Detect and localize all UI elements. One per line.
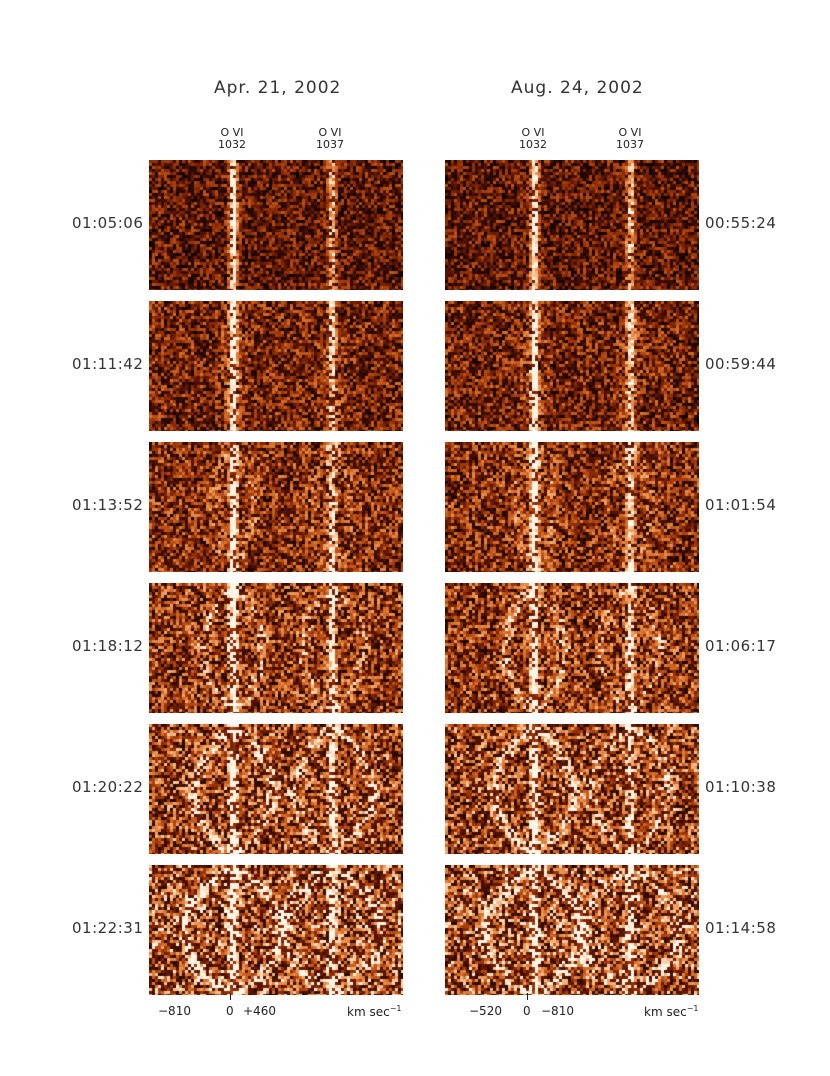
line-wavelength: 1037 <box>616 138 644 151</box>
axis-tick <box>527 993 528 1000</box>
left-line-label-1037: O VI 1037 <box>305 127 355 151</box>
spectrum-image <box>149 301 403 431</box>
spectrum-image <box>149 865 403 995</box>
time-label: 01:10:38 <box>705 778 777 796</box>
axis-tick-label: −810 <box>541 1004 574 1018</box>
time-label: 01:18:12 <box>72 637 144 655</box>
spectrum-image <box>445 160 699 290</box>
axis-unit-text: km sec <box>347 1005 390 1019</box>
axis-unit-text: km sec <box>644 1005 687 1019</box>
spectrum-image <box>149 442 403 572</box>
axis-unit: km sec−1 <box>644 1004 698 1019</box>
spectrum-image <box>149 160 403 290</box>
spectrum-panel <box>445 160 699 290</box>
left-column-title: Apr. 21, 2002 <box>214 78 342 98</box>
time-label: 01:05:06 <box>72 214 144 232</box>
time-label: 00:55:24 <box>705 214 777 232</box>
line-ion: O VI <box>318 126 342 139</box>
line-wavelength: 1032 <box>218 138 246 151</box>
line-ion: O VI <box>521 126 545 139</box>
time-label: 01:13:52 <box>72 496 144 514</box>
spectrum-panel <box>149 865 403 995</box>
right-line-label-1037: O VI 1037 <box>605 127 655 151</box>
axis-tick-label: 0 <box>523 1004 531 1018</box>
time-label: 01:01:54 <box>705 496 777 514</box>
spectrum-image <box>445 442 699 572</box>
axis-unit: km sec−1 <box>347 1004 401 1019</box>
spectrum-image <box>149 583 403 713</box>
spectrum-image <box>445 724 699 854</box>
line-ion: O VI <box>618 126 642 139</box>
time-label: 00:59:44 <box>705 355 777 373</box>
spectrum-image <box>445 301 699 431</box>
spectrum-panel <box>445 583 699 713</box>
spectrum-panel <box>445 724 699 854</box>
line-wavelength: 1032 <box>519 138 547 151</box>
spectrum-image <box>445 583 699 713</box>
spectrum-panel <box>445 301 699 431</box>
axis-tick-label: −810 <box>158 1004 191 1018</box>
spectrum-panel <box>149 442 403 572</box>
right-line-label-1032: O VI 1032 <box>508 127 558 151</box>
time-label: 01:06:17 <box>705 637 777 655</box>
axis-tick-label: +460 <box>243 1004 276 1018</box>
line-ion: O VI <box>220 126 244 139</box>
axis-tick-label: 0 <box>226 1004 234 1018</box>
axis-tick <box>230 993 231 1000</box>
spectrum-image <box>149 724 403 854</box>
spectrum-panel <box>445 442 699 572</box>
line-wavelength: 1037 <box>316 138 344 151</box>
spectrum-panel <box>149 160 403 290</box>
time-label: 01:20:22 <box>72 778 144 796</box>
spectrum-panel <box>149 724 403 854</box>
spectrum-panel <box>149 583 403 713</box>
axis-unit-exponent: −1 <box>686 1004 699 1013</box>
right-column-title: Aug. 24, 2002 <box>511 78 644 98</box>
time-label: 01:11:42 <box>72 355 144 373</box>
spectrum-panel <box>445 865 699 995</box>
spectrum-panel <box>149 301 403 431</box>
axis-tick-label: −520 <box>469 1004 502 1018</box>
time-label: 01:22:31 <box>72 919 144 937</box>
time-label: 01:14:58 <box>705 919 777 937</box>
left-line-label-1032: O VI 1032 <box>207 127 257 151</box>
axis-unit-exponent: −1 <box>389 1004 402 1013</box>
spectrum-image <box>445 865 699 995</box>
